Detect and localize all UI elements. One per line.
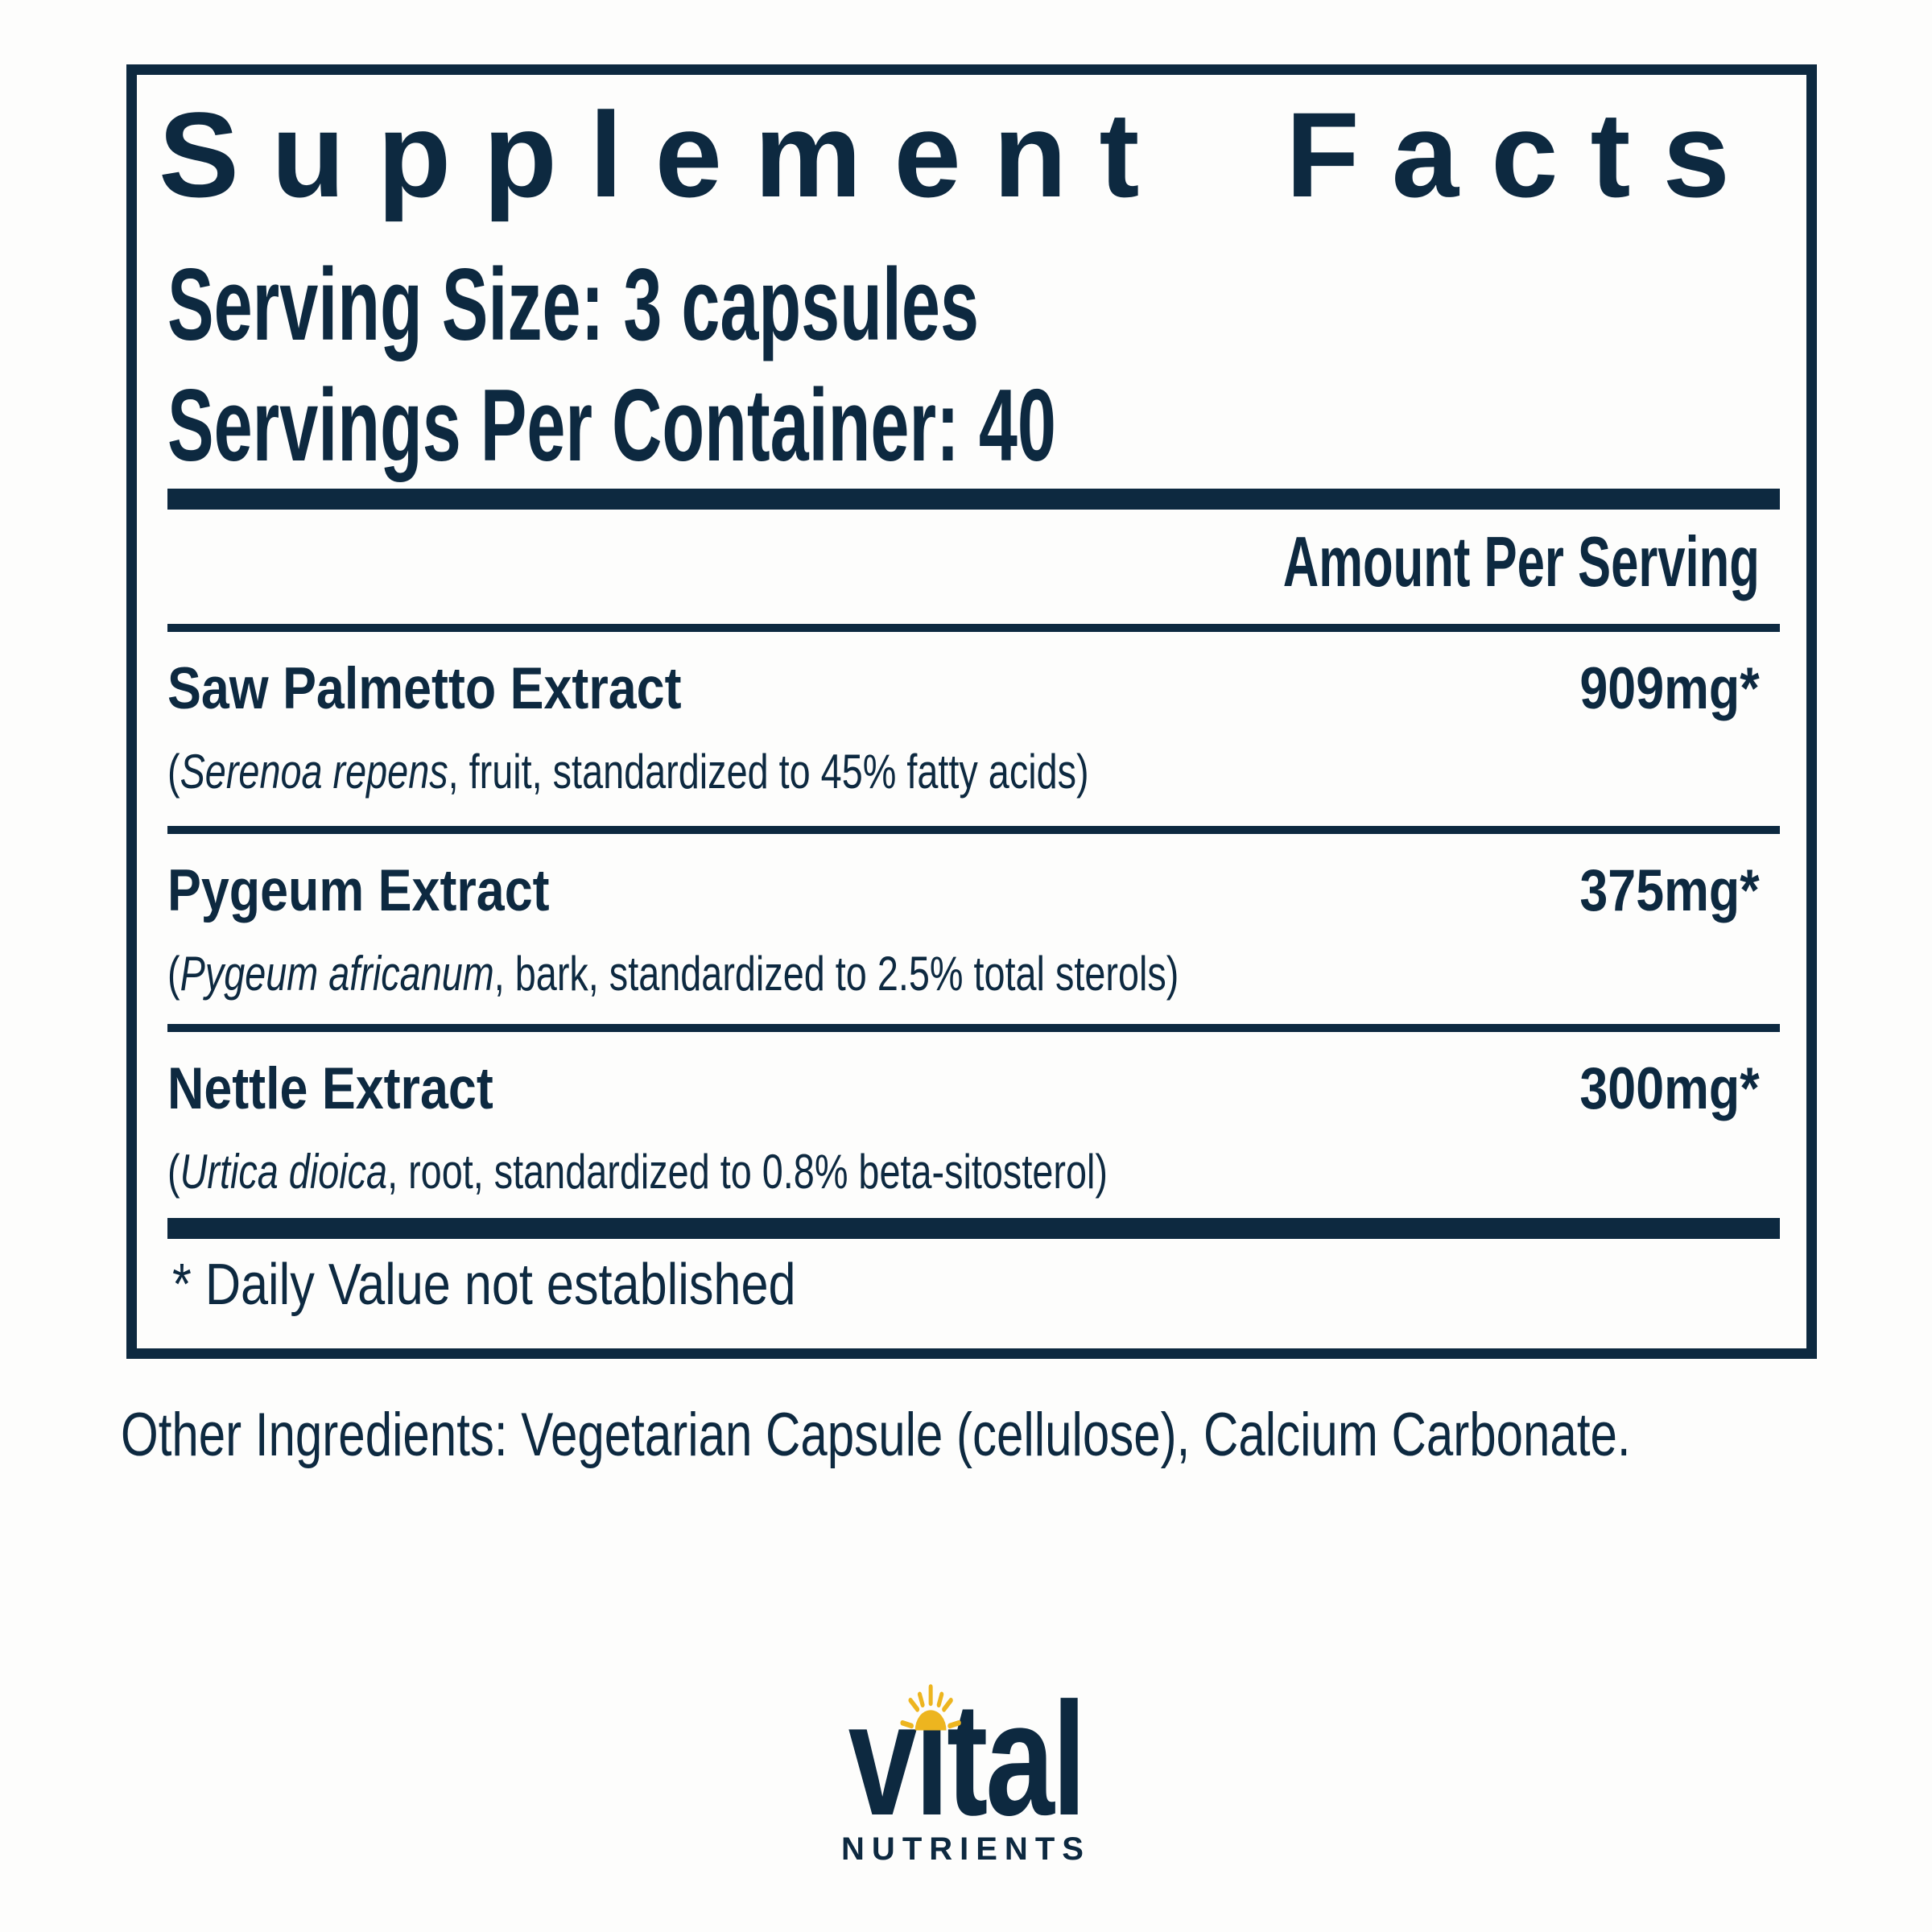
ingredient-detail-text: (Urtica dioica, root, standardized to 0.… — [167, 1148, 1108, 1196]
other-ingredients-line: Other Ingredients: Vegetarian Capsule (c… — [121, 1405, 1932, 1466]
detail-rest: , bark, standardized to 2.5% total stero… — [493, 947, 1179, 1001]
detail-prefix: ( — [167, 1145, 180, 1199]
brand-letter-i: ı — [900, 1679, 961, 1840]
ingredient-detail-saw-palmetto: (Serenoa repens, fruit, standardized to … — [167, 748, 1348, 796]
amount-per-serving-header: Amount Per Serving — [1079, 526, 1760, 597]
ingredient-detail-text: (Serenoa repens, fruit, standardized to … — [167, 748, 1089, 796]
ingredient-name: Pygeum Extract — [167, 858, 550, 923]
detail-rest: , root, standardized to 0.8% beta-sitost… — [387, 1145, 1108, 1199]
servings-per-container-line: Servings Per Container: 40 — [167, 374, 1474, 477]
page-title: Supplement Facts — [159, 87, 1762, 222]
ingredient-detail-text: (Pygeum africanum, bark, standardized to… — [167, 950, 1179, 998]
other-ingredients-text: Other Ingredients: Vegetarian Capsule (c… — [121, 1401, 1631, 1469]
brand-wordmark: v ıtal — [0, 1679, 1932, 1840]
divider-thick-bottom — [167, 1218, 1780, 1239]
ingredient-row-nettle: Nettle Extract 300mg* — [167, 1059, 1780, 1118]
brand-subtext: NUTRIENTS — [841, 1831, 1091, 1867]
detail-species: Urtica dioica — [180, 1145, 388, 1199]
daily-value-footnote: * Daily Value not established — [172, 1256, 906, 1314]
supplement-facts-panel — [126, 64, 1817, 1359]
detail-species: Pygeum africanum — [180, 947, 494, 1001]
ingredient-amount: 300mg* — [1579, 1056, 1760, 1121]
sun-icon — [900, 1684, 961, 1731]
amount-per-serving-text: Amount Per Serving — [1282, 522, 1760, 601]
serving-size-text: Serving Size: 3 capsules — [167, 247, 979, 361]
detail-prefix: ( — [167, 745, 180, 799]
serving-size-line: Serving Size: 3 capsules — [167, 254, 1360, 356]
divider-thin-1 — [167, 624, 1780, 632]
brand-letter-i-glyph: ı — [914, 1670, 949, 1849]
brand-letters-tal: tal — [946, 1670, 1087, 1849]
daily-value-footnote-text: * Daily Value not established — [172, 1253, 796, 1317]
divider-thin-3 — [167, 1024, 1780, 1032]
ingredient-amount: 375mg* — [1579, 858, 1760, 923]
divider-thick-top — [167, 489, 1780, 510]
detail-rest: , fruit, standardized to 45% fatty acids… — [448, 745, 1089, 799]
detail-species: Serenoa repens — [180, 745, 448, 799]
brand-wordmark-letters: v ıtal — [848, 1679, 1087, 1840]
brand-letter-v: v — [848, 1670, 918, 1849]
ingredient-name: Saw Palmetto Extract — [167, 656, 682, 721]
ingredient-amount: 909mg* — [1579, 656, 1760, 721]
ingredient-name: Nettle Extract — [167, 1056, 493, 1121]
detail-prefix: ( — [167, 947, 180, 1001]
ingredient-row-pygeum: Pygeum Extract 375mg* — [167, 861, 1780, 920]
divider-thin-2 — [167, 826, 1780, 834]
ingredient-detail-nettle: (Urtica dioica, root, standardized to 0.… — [167, 1148, 1373, 1196]
ingredient-row-saw-palmetto: Saw Palmetto Extract 909mg* — [167, 659, 1780, 718]
ingredient-detail-pygeum: (Pygeum africanum, bark, standardized to… — [167, 950, 1464, 998]
servings-per-container-text: Servings Per Container: 40 — [167, 368, 1056, 482]
